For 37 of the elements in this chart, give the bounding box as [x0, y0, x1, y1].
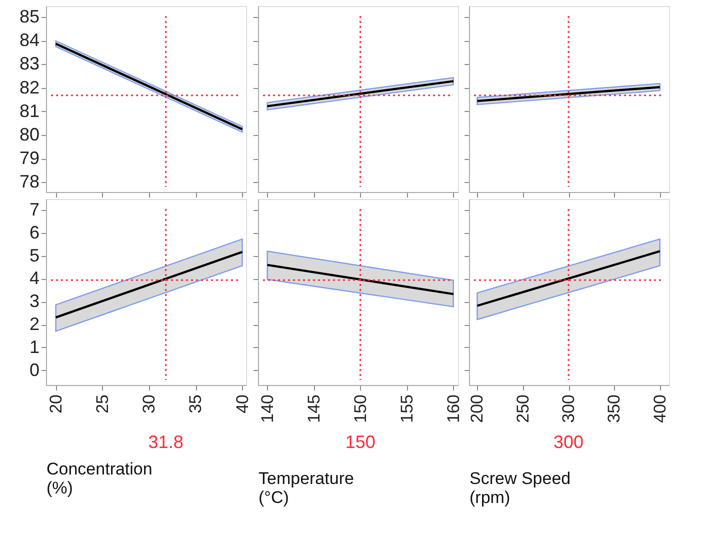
x-axis-title: Temperature (°C)	[258, 468, 354, 507]
y-tick-label: 84	[19, 30, 40, 50]
y-tick-label: 85	[19, 6, 40, 27]
y-tick-label: 0	[29, 360, 40, 380]
x-tick-label: 400	[650, 394, 670, 423]
x-tick-label: 40	[232, 394, 252, 414]
x-tick-label: 35	[186, 394, 206, 414]
y-tick-label: 80	[19, 124, 40, 144]
y-tick-label: 78	[19, 172, 40, 192]
x-axis-title: Concentration (%)	[46, 459, 152, 498]
x-tick-label: 30	[140, 394, 159, 414]
y-tick-label: 4	[29, 268, 40, 288]
y-tick-label: 3	[29, 291, 40, 312]
x-tick-label: 160	[444, 394, 463, 423]
x-tick-label: 250	[513, 394, 532, 423]
x-tick-label: 140	[258, 394, 277, 423]
ref-line-label: 300	[554, 432, 584, 452]
x-tick-label: 150	[350, 394, 370, 423]
x-tick-label: 25	[92, 394, 112, 414]
x-tick-label: 145	[304, 394, 324, 423]
y-tick-label: 5	[29, 245, 40, 266]
x-tick-label: 300	[559, 394, 578, 423]
y-tick-label: 81	[19, 100, 40, 121]
y-tick-label: 83	[19, 54, 40, 74]
ref-line-label: 150	[345, 432, 376, 452]
x-axis-title: Screw Speed (rpm)	[470, 468, 571, 507]
y-tick-label: 6	[29, 222, 40, 242]
y-tick-label: 82	[19, 77, 40, 98]
y-tick-label: 7	[29, 199, 40, 220]
x-tick-label: 20	[46, 394, 66, 414]
y-tick-label: 79	[19, 148, 40, 168]
y-tick-label: 2	[29, 314, 40, 334]
y-tick-label: 1	[29, 336, 40, 357]
x-tick-label: 155	[397, 394, 416, 423]
x-tick-label: 350	[604, 394, 624, 423]
ref-line-label: 31.8	[148, 432, 184, 452]
x-tick-label: 200	[468, 394, 487, 423]
